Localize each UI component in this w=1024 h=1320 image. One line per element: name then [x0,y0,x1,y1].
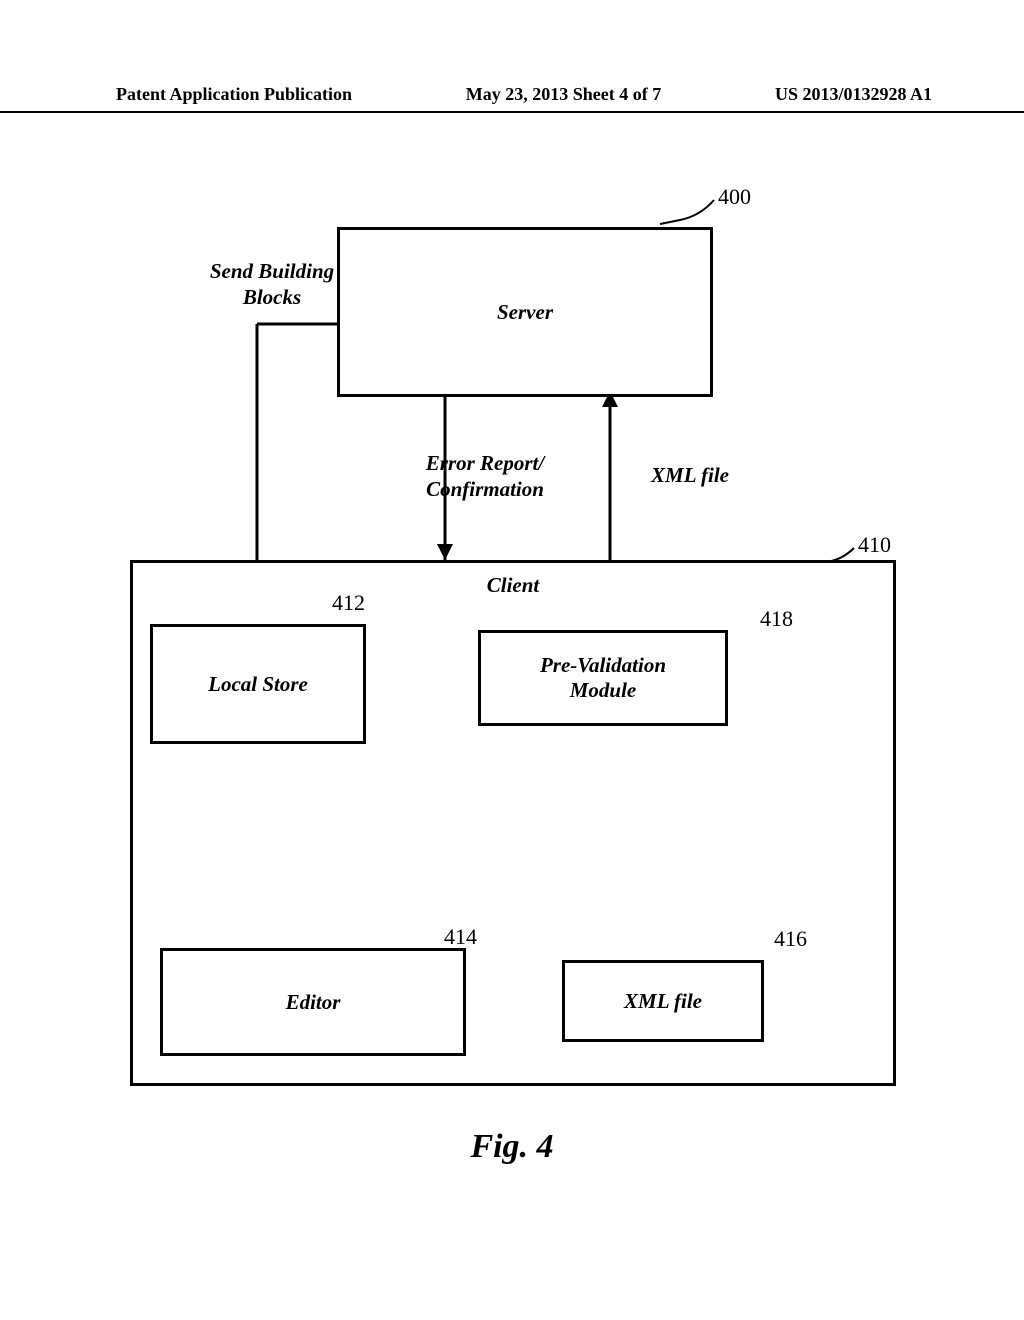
ref-400: 400 [718,184,751,210]
error-report-label: Error Report/ Confirmation [400,450,570,503]
ref-412: 412 [332,590,365,616]
ref-416: 416 [774,926,807,952]
page: Patent Application Publication May 23, 2… [0,0,1024,1320]
ref-410: 410 [858,532,891,558]
diagram-figure-4: Server Client Local Store Pre-Validation… [0,0,1024,1320]
pre-validation-module-box: Pre-Validation Module [478,630,728,726]
xml-file-box: XML file [562,960,764,1042]
figure-caption: Fig. 4 [0,1128,1024,1166]
server-label: Server [497,300,553,325]
client-label: Client [487,573,540,598]
local-store-box: Local Store [150,624,366,744]
pre-validation-module-label: Pre-Validation Module [540,653,666,703]
xml-file-label: XML file [624,989,702,1014]
editor-box: Editor [160,948,466,1056]
local-store-label: Local Store [208,672,308,697]
editor-label: Editor [286,990,341,1015]
ref-414: 414 [444,924,477,950]
ref-418: 418 [760,606,793,632]
send-building-blocks-label: Send Building Blocks [192,258,352,311]
xml-file-edge-label: XML file [630,462,750,488]
server-box: Server [337,227,713,397]
